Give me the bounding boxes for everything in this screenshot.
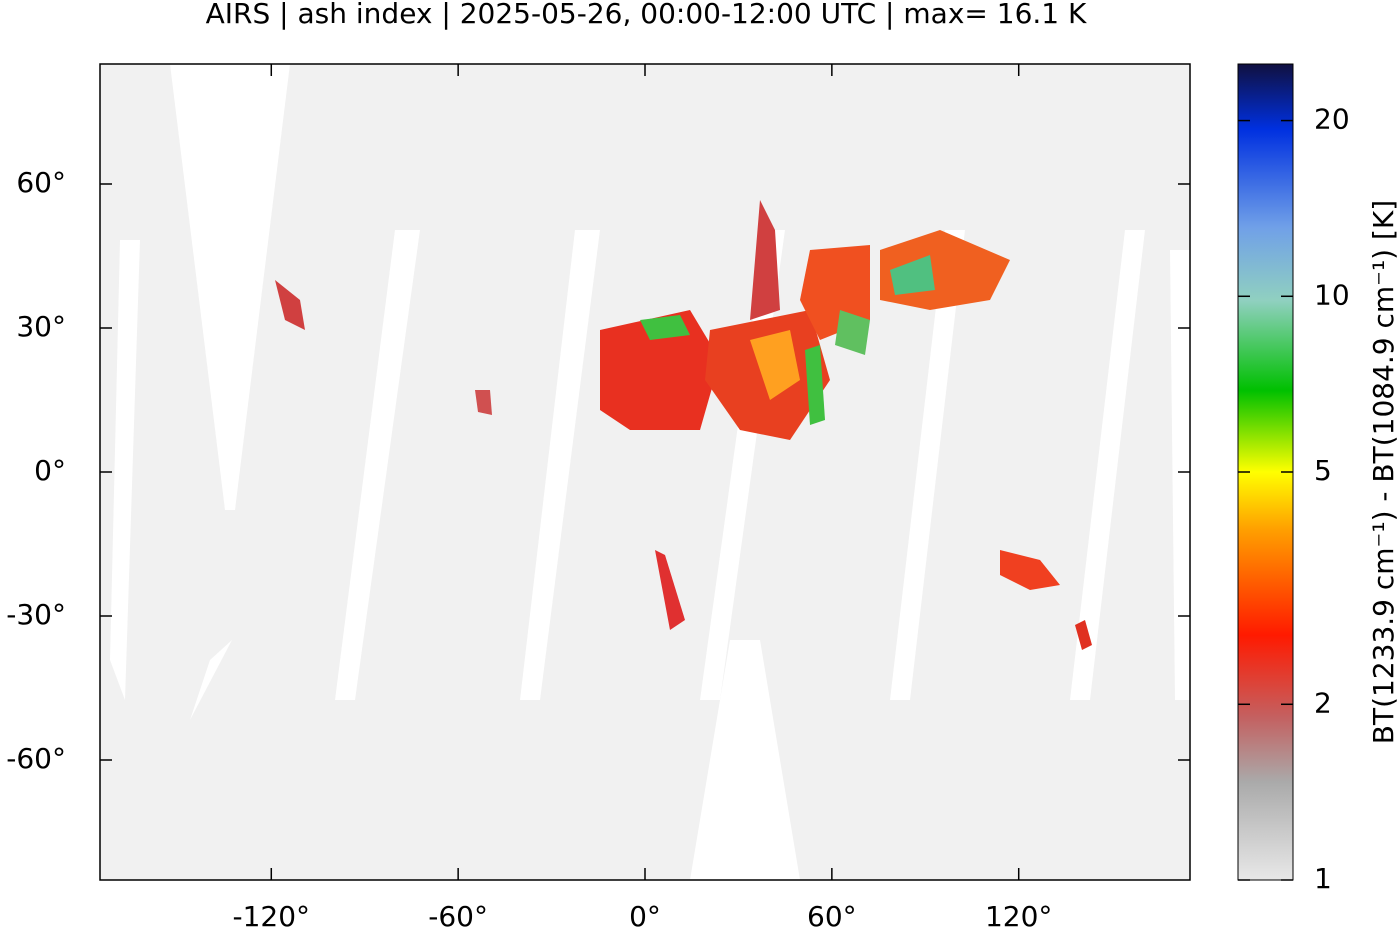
colorbar-tick-label: 1	[1314, 862, 1332, 895]
map	[100, 64, 1190, 880]
y-tick-label: -30°	[6, 598, 66, 631]
y-tick-label: 60°	[16, 166, 66, 199]
colorbar-label: BT(1233.9 cm⁻¹) - BT(1084.9 cm⁻¹) [K]	[1367, 200, 1400, 744]
chart-title: AIRS | ash index | 2025-05-26, 00:00-12:…	[206, 0, 1087, 30]
colorbar-tick-label: 2	[1314, 686, 1332, 719]
map-background	[100, 64, 1190, 880]
y-tick-label: -60°	[6, 742, 66, 775]
colorbar-tick-label: 5	[1314, 454, 1332, 487]
x-tick-label: 0°	[629, 900, 661, 930]
y-tick-label: 0°	[34, 454, 66, 487]
colorbar-tick-label: 10	[1314, 278, 1350, 311]
swath-gaps	[110, 64, 1190, 880]
x-tick-label: -60°	[428, 900, 488, 930]
x-tick-label: 120°	[985, 900, 1052, 930]
y-tick-label: 30°	[16, 310, 66, 343]
x-tick-label: 60°	[807, 900, 857, 930]
colorbar-tick-label: 20	[1314, 103, 1350, 136]
ash-index-field	[275, 200, 1092, 650]
x-tick-label: -120°	[233, 900, 311, 930]
